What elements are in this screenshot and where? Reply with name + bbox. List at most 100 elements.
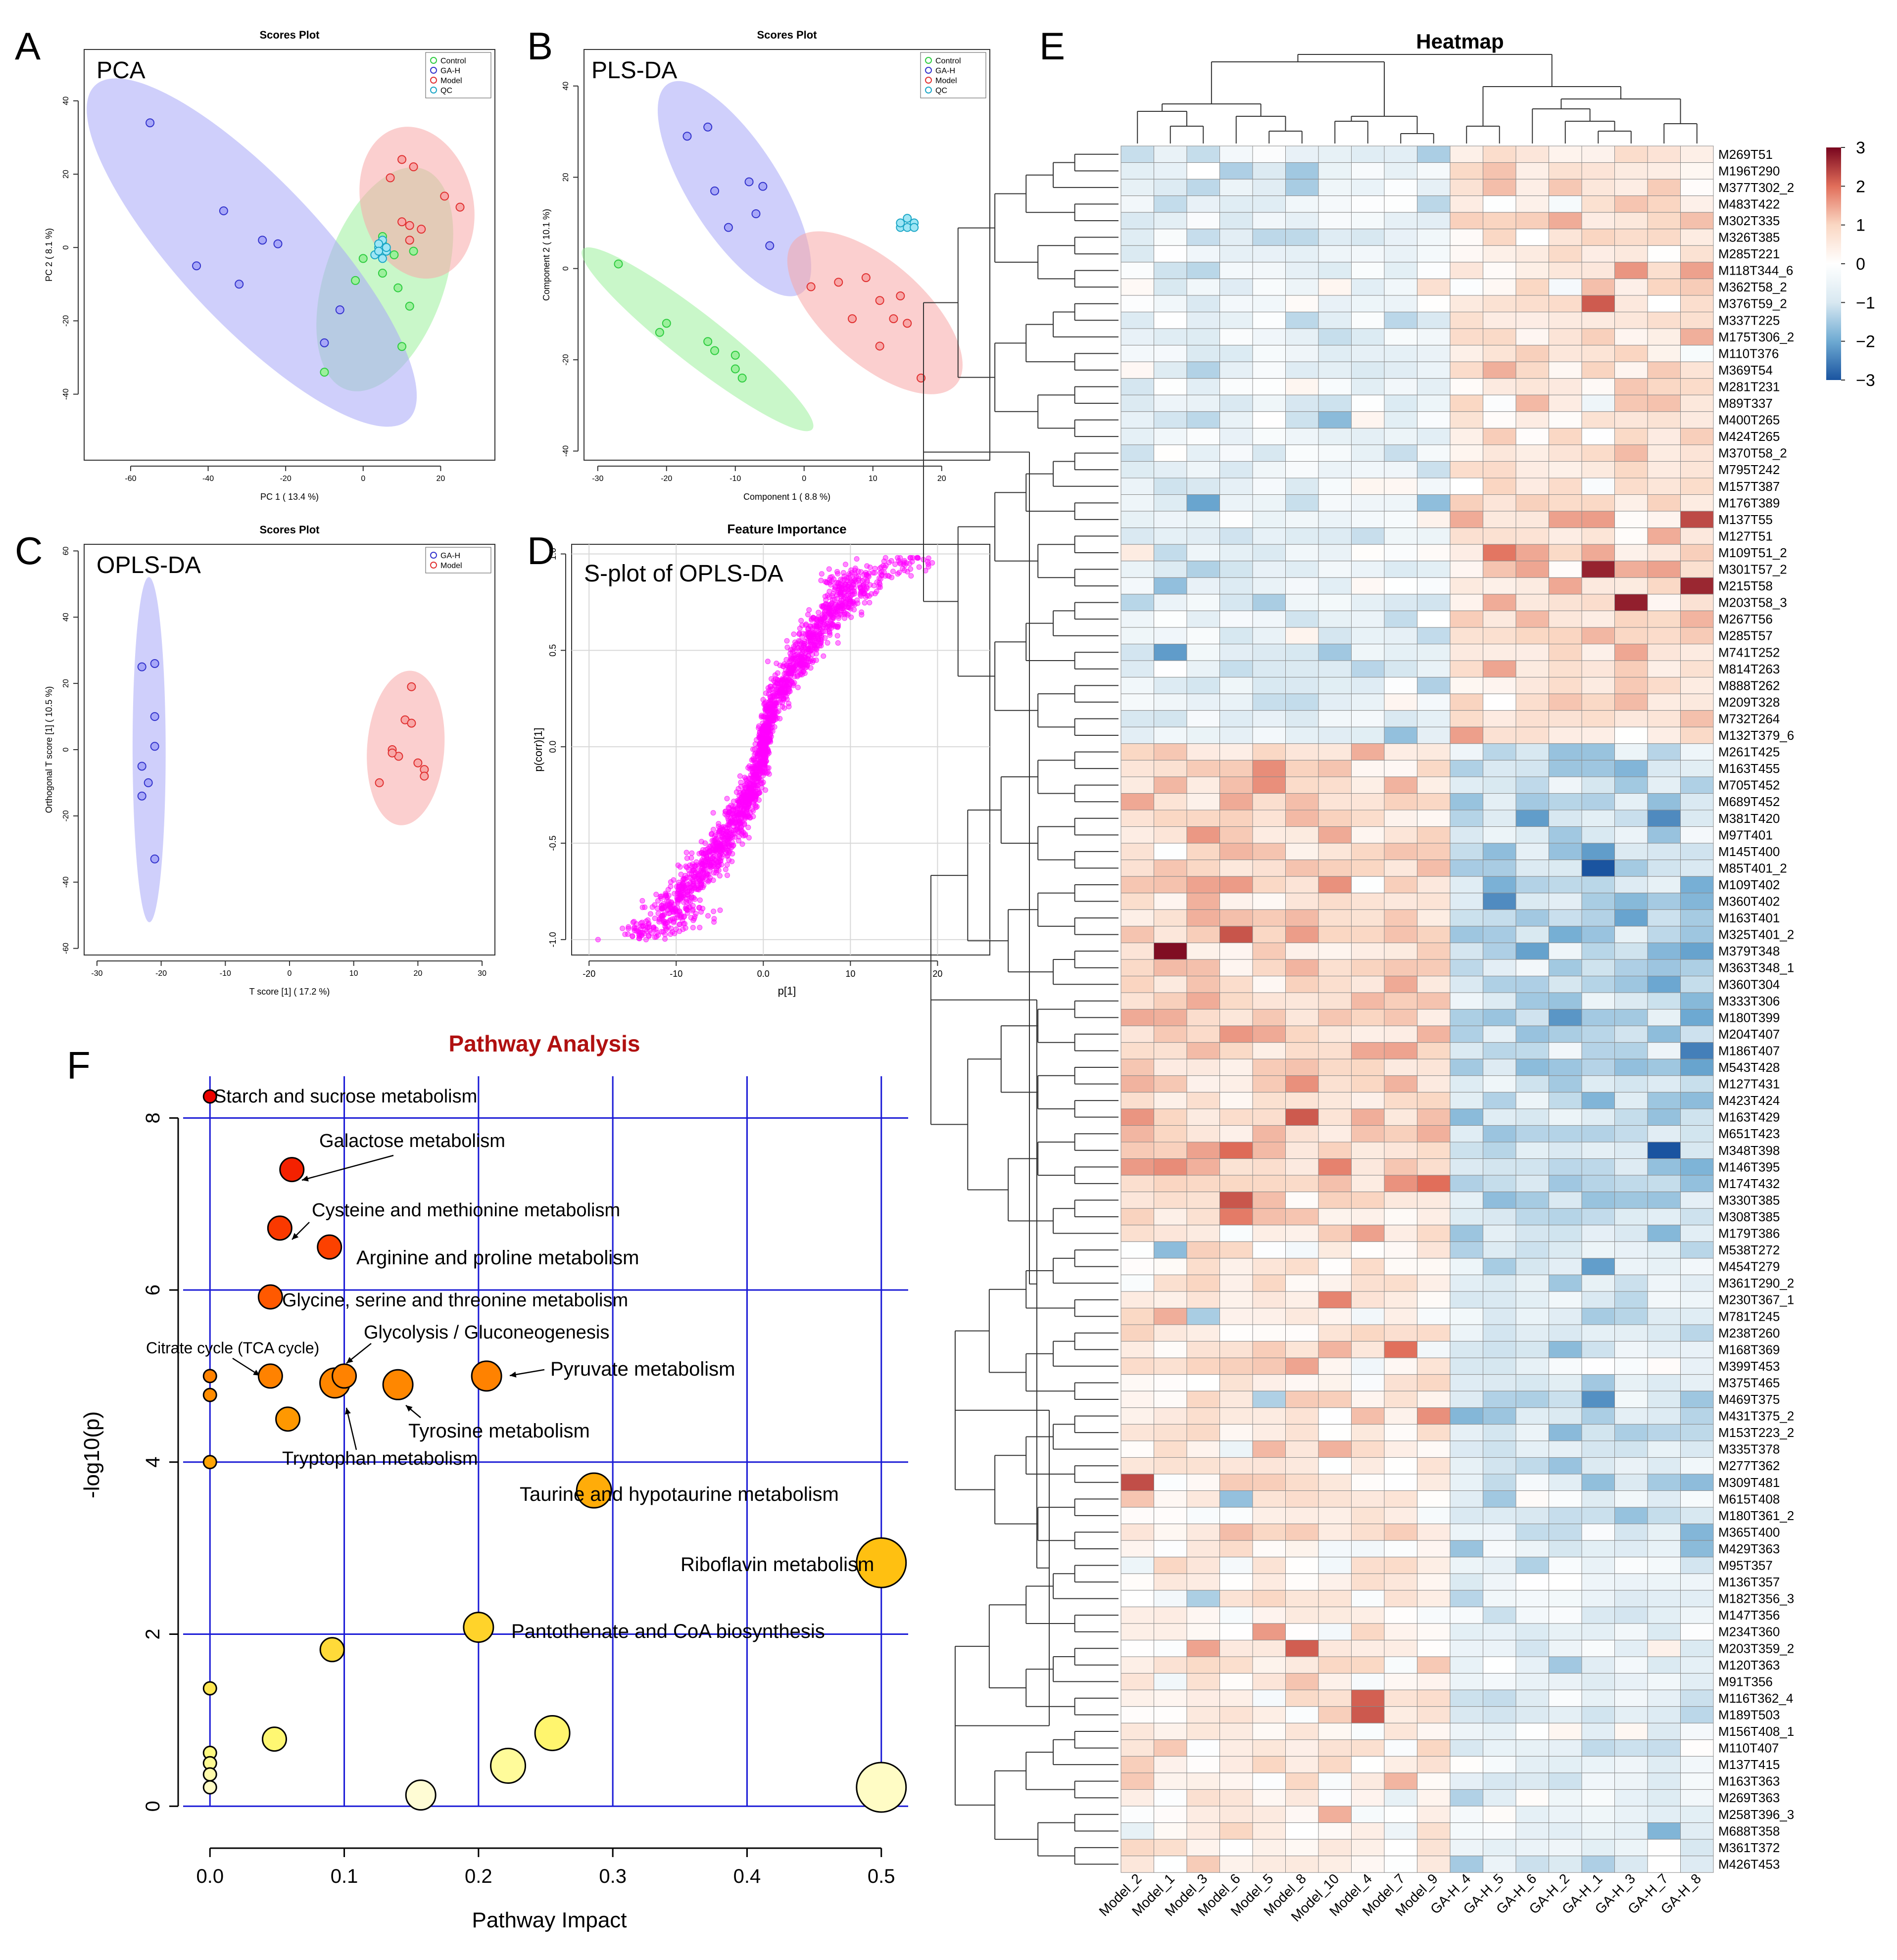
heatmap-cell: [1318, 1772, 1352, 1790]
s-plot-variable-point: [670, 907, 676, 912]
heatmap-cell: [1318, 361, 1352, 379]
s-plot-variable-point: [777, 663, 783, 669]
heatmap-row-label: M651T423: [1718, 1126, 1780, 1141]
heatmap-cell: [1351, 1192, 1385, 1209]
heatmap-cell: [1120, 461, 1154, 478]
heatmap-cell: [1581, 1291, 1615, 1308]
heatmap-cell: [1549, 959, 1582, 976]
heatmap-row-label: M118T344_6: [1718, 263, 1793, 278]
heatmap-cell: [1680, 478, 1714, 495]
heatmap-cell: [1614, 726, 1648, 744]
heatmap-cell: [1154, 1175, 1187, 1193]
pathway-point: [202, 1681, 217, 1696]
heatmap-cell: [1252, 1407, 1286, 1425]
heatmap-cell: [1384, 411, 1417, 429]
s-plot-variable-point: [786, 677, 792, 683]
heatmap-cell: [1647, 1507, 1681, 1525]
heatmap-cell: [1450, 1789, 1483, 1807]
heatmap-cell: [1154, 278, 1187, 296]
heatmap-cell: [1384, 1208, 1417, 1226]
heatmap-cell: [1186, 1689, 1220, 1707]
heatmap-cell: [1219, 1424, 1253, 1441]
heatmap-cell: [1219, 527, 1253, 545]
heatmap-cell: [1252, 1524, 1286, 1541]
heatmap-cell: [1285, 660, 1319, 678]
heatmap-cell: [1252, 1058, 1286, 1076]
heatmap-cell: [1515, 179, 1549, 196]
heatmap-cell: [1318, 1457, 1352, 1475]
heatmap-cell: [1384, 1822, 1417, 1840]
heatmap-cell: [1252, 1756, 1286, 1773]
heatmap-cell: [1647, 1722, 1681, 1740]
heatmap-cell: [1483, 743, 1516, 761]
heatmap-cell: [1680, 1722, 1714, 1740]
heatmap-cell: [1285, 1175, 1319, 1193]
heatmap-cell: [1417, 561, 1451, 578]
heatmap-cell: [1483, 1291, 1516, 1308]
heatmap-cell: [1186, 1374, 1220, 1391]
heatmap-cell: [1154, 328, 1187, 346]
s-plot-variable-point: [786, 704, 792, 710]
heatmap-cell: [1680, 776, 1714, 794]
heatmap-cell: [1417, 345, 1451, 362]
heatmap-cell: [1154, 843, 1187, 860]
heatmap-cell: [1647, 1025, 1681, 1043]
heatmap-cell: [1252, 1474, 1286, 1491]
heatmap-cell: [1549, 1125, 1582, 1143]
legend-marker-model: [925, 77, 932, 84]
heatmap-cell: [1285, 843, 1319, 860]
heatmap-cell: [1647, 1756, 1681, 1773]
heatmap-cell: [1351, 1158, 1385, 1176]
heatmap-cell: [1384, 1025, 1417, 1043]
y-tick-label: 20: [62, 170, 70, 179]
heatmap-cell: [1252, 594, 1286, 611]
heatmap-cell: [1384, 710, 1417, 727]
panel-a-ylabel: PC 2 ( 8.1 %): [44, 228, 54, 282]
heatmap-cell: [1219, 926, 1253, 943]
heatmap-cell: [1186, 1225, 1220, 1242]
heatmap-cell: [1154, 992, 1187, 1010]
heatmap-cell: [1647, 312, 1681, 329]
heatmap-cell: [1351, 361, 1385, 379]
model-sample-point: [388, 748, 397, 758]
heatmap-cell: [1252, 544, 1286, 562]
heatmap-row-label: M302T335: [1718, 213, 1780, 228]
heatmap-cell: [1154, 1241, 1187, 1259]
heatmap-cell: [1581, 1075, 1615, 1093]
heatmap-cell: [1515, 1042, 1549, 1059]
heatmap-row-label: M209T328: [1718, 695, 1780, 710]
heatmap-row-label: M781T245: [1718, 1309, 1780, 1324]
s-plot-variable-point: [874, 588, 879, 594]
heatmap-cell: [1219, 644, 1253, 661]
s-plot-variable-point: [755, 783, 761, 789]
ga-h-sample-point: [150, 742, 159, 751]
heatmap-cell: [1351, 1009, 1385, 1026]
heatmap-cell: [1318, 776, 1352, 794]
heatmap-row-label: M189T503: [1718, 1707, 1780, 1722]
heatmap-row-label: M325T401_2: [1718, 927, 1794, 942]
heatmap-cell: [1647, 527, 1681, 545]
heatmap-cell: [1285, 810, 1319, 827]
heatmap-cell: [1483, 627, 1516, 644]
heatmap-cell: [1483, 444, 1516, 462]
pathway-point: [382, 1369, 414, 1400]
heatmap-cell: [1614, 594, 1648, 611]
heatmap-cell: [1285, 1324, 1319, 1342]
heatmap-cell: [1417, 1640, 1451, 1657]
heatmap-cell: [1581, 1856, 1615, 1873]
heatmap-cell: [1384, 527, 1417, 545]
heatmap-cell: [1186, 1208, 1220, 1226]
s-plot-variable-point: [736, 820, 742, 826]
heatmap-cell: [1120, 1606, 1154, 1624]
heatmap-cell: [1186, 843, 1220, 860]
heatmap-cell: [1450, 1772, 1483, 1790]
panel-a-plot-frame: [84, 49, 495, 461]
s-plot-variable-point: [793, 655, 799, 661]
control-sample-point: [351, 276, 360, 285]
heatmap-row-label: M89T337: [1718, 396, 1773, 411]
heatmap-cell: [1351, 1623, 1385, 1640]
y-tick-label: 60: [62, 546, 70, 555]
heatmap-cell: [1680, 1490, 1714, 1508]
heatmap-cell: [1351, 145, 1385, 163]
